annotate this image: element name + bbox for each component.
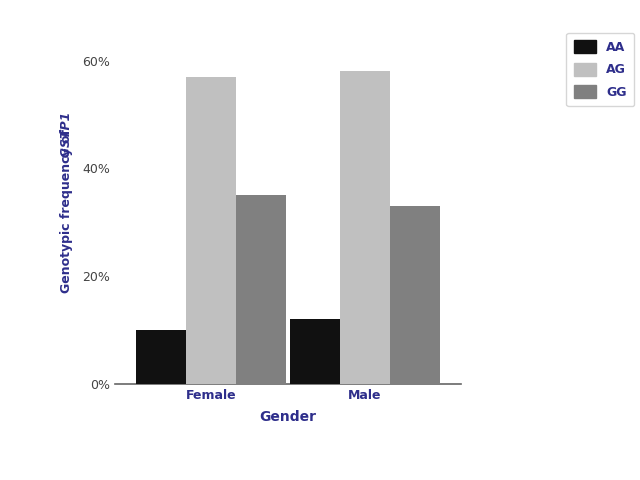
Text: Genotypic frequency of: Genotypic frequency of <box>60 125 74 293</box>
X-axis label: Gender: Gender <box>259 410 317 424</box>
Bar <box>340 72 390 384</box>
Bar <box>290 319 340 384</box>
Bar <box>236 195 286 384</box>
Bar <box>186 77 236 384</box>
Bar <box>136 330 186 384</box>
Bar <box>390 206 440 384</box>
Legend: AA, AG, GG: AA, AG, GG <box>566 33 634 106</box>
Text: GSTP1: GSTP1 <box>60 112 74 306</box>
